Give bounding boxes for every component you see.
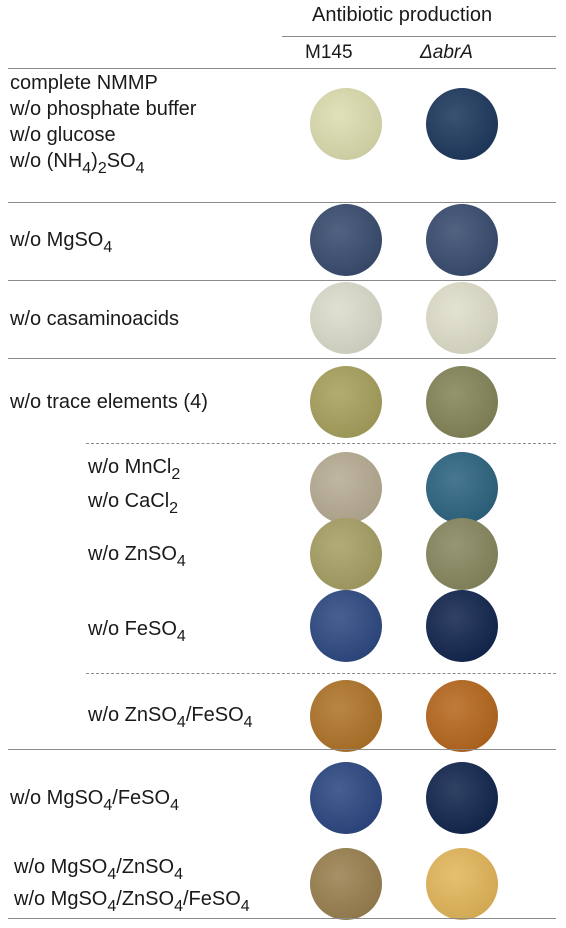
plate-abra xyxy=(426,88,498,160)
label-text: w/o MgSO xyxy=(14,856,108,878)
condition-label-line: w/o glucose xyxy=(10,122,196,148)
dashed-divider xyxy=(86,443,556,444)
plate-m145 xyxy=(310,366,382,438)
plate-m145 xyxy=(310,680,382,752)
plate-m145 xyxy=(310,848,382,920)
plate-abra xyxy=(426,680,498,752)
row-divider xyxy=(8,202,556,203)
condition-label-line: complete NMMP xyxy=(10,70,196,96)
subscript: 4 xyxy=(176,553,186,570)
condition-label: complete NMMP w/o phosphate buffer w/o glu… xyxy=(10,70,196,177)
label-text: w/o (NH xyxy=(10,150,83,172)
row-divider xyxy=(8,280,556,281)
label-text: /FeSO xyxy=(112,787,171,809)
label-text: /FeSO xyxy=(182,888,241,910)
subscript: 4 xyxy=(240,898,250,915)
column-header-abra: ΔabrA xyxy=(420,42,473,63)
column-header-m145: M145 xyxy=(305,42,353,63)
plate-abra xyxy=(426,452,498,524)
subscript: 4 xyxy=(107,898,117,915)
label-text: w/o CaCl xyxy=(88,490,170,512)
condition-label: w/o MgSO4/ZnSO4 w/o MgSO4/ZnSO4/FeSO4 xyxy=(14,851,250,915)
label-text: ) xyxy=(91,150,98,172)
condition-label-line: w/o MgSO4/ZnSO4 xyxy=(14,851,250,883)
row-divider xyxy=(8,358,556,359)
subscript: 4 xyxy=(176,714,186,731)
subscript: 4 xyxy=(107,866,117,883)
condition-label-line: w/o MnCl2 xyxy=(88,450,180,484)
label-text: w/o trace elements (4) xyxy=(10,391,208,413)
top-divider xyxy=(8,68,556,69)
plate-m145 xyxy=(310,452,382,524)
header-divider xyxy=(282,36,556,37)
bottom-divider xyxy=(8,918,556,919)
condition-label: w/o casaminoacids xyxy=(10,306,179,332)
condition-label: w/o MgSO4/FeSO4 xyxy=(10,785,179,814)
label-text: w/o ZnSO xyxy=(88,704,177,726)
subscript: 4 xyxy=(176,628,186,645)
condition-label-line: w/o MgSO4/FeSO4 xyxy=(10,785,179,814)
label-text: w/o glucose xyxy=(10,124,116,146)
condition-label-line: w/o ZnSO4 xyxy=(88,541,186,570)
subscript: 2 xyxy=(169,500,179,517)
plate-m145 xyxy=(310,518,382,590)
plate-abra xyxy=(426,590,498,662)
subscript: 4 xyxy=(103,239,113,256)
label-text: w/o phosphate buffer xyxy=(10,98,197,120)
label-text: w/o FeSO xyxy=(88,618,177,640)
subscript: 4 xyxy=(243,714,253,731)
label-text: /ZnSO xyxy=(116,856,175,878)
plate-abra xyxy=(426,282,498,354)
label-text: w/o MgSO xyxy=(14,888,108,910)
plate-m145 xyxy=(310,204,382,276)
subscript: 4 xyxy=(170,797,179,814)
row-divider xyxy=(8,749,556,750)
condition-label: w/o ZnSO4/FeSO4 xyxy=(88,702,253,731)
label-text: w/o MgSO xyxy=(10,787,104,809)
label-text: complete NMMP xyxy=(10,72,158,94)
subscript: 4 xyxy=(82,160,92,177)
condition-label-line: w/o MgSO4/ZnSO4/FeSO4 xyxy=(14,883,250,915)
plate-abra xyxy=(426,204,498,276)
label-text: w/o MgSO xyxy=(10,229,104,251)
dashed-divider xyxy=(86,673,556,674)
plate-abra xyxy=(426,848,498,920)
condition-label: w/o trace elements (4) xyxy=(10,389,208,415)
label-text: w/o ZnSO xyxy=(88,543,177,565)
condition-label: w/o FeSO4 xyxy=(88,616,186,645)
condition-label-line: w/o phosphate buffer xyxy=(10,96,196,122)
condition-label-line: w/o (NH4)2SO4 xyxy=(10,148,196,177)
condition-label-line: w/o FeSO4 xyxy=(88,616,186,645)
condition-label: w/o ZnSO4 xyxy=(88,541,186,570)
plate-m145 xyxy=(310,762,382,834)
plate-m145 xyxy=(310,282,382,354)
plate-abra xyxy=(426,366,498,438)
condition-label: w/o MnCl2 w/o CaCl2 xyxy=(88,450,180,518)
condition-label-line: w/o trace elements (4) xyxy=(10,389,208,415)
subscript: 2 xyxy=(171,466,181,483)
label-text: SO xyxy=(106,150,136,172)
plate-m145 xyxy=(310,590,382,662)
subscript: 4 xyxy=(174,866,183,883)
subscript: 4 xyxy=(135,160,145,177)
header-title: Antibiotic production xyxy=(312,4,493,26)
plate-m145 xyxy=(310,88,382,160)
plate-abra xyxy=(426,762,498,834)
label-text: /ZnSO xyxy=(116,888,175,910)
condition-label-line: w/o CaCl2 xyxy=(88,484,180,518)
condition-label-line: w/o ZnSO4/FeSO4 xyxy=(88,702,253,731)
subscript: 4 xyxy=(174,898,183,915)
condition-label: w/o MgSO4 xyxy=(10,227,113,256)
label-text: w/o casaminoacids xyxy=(10,308,179,330)
label-text: /FeSO xyxy=(185,704,244,726)
condition-label-line: w/o casaminoacids xyxy=(10,306,179,332)
subscript: 4 xyxy=(103,797,113,814)
condition-label-line: w/o MgSO4 xyxy=(10,227,113,256)
label-text: w/o MnCl xyxy=(88,456,172,478)
plate-abra xyxy=(426,518,498,590)
subscript: 2 xyxy=(97,160,107,177)
